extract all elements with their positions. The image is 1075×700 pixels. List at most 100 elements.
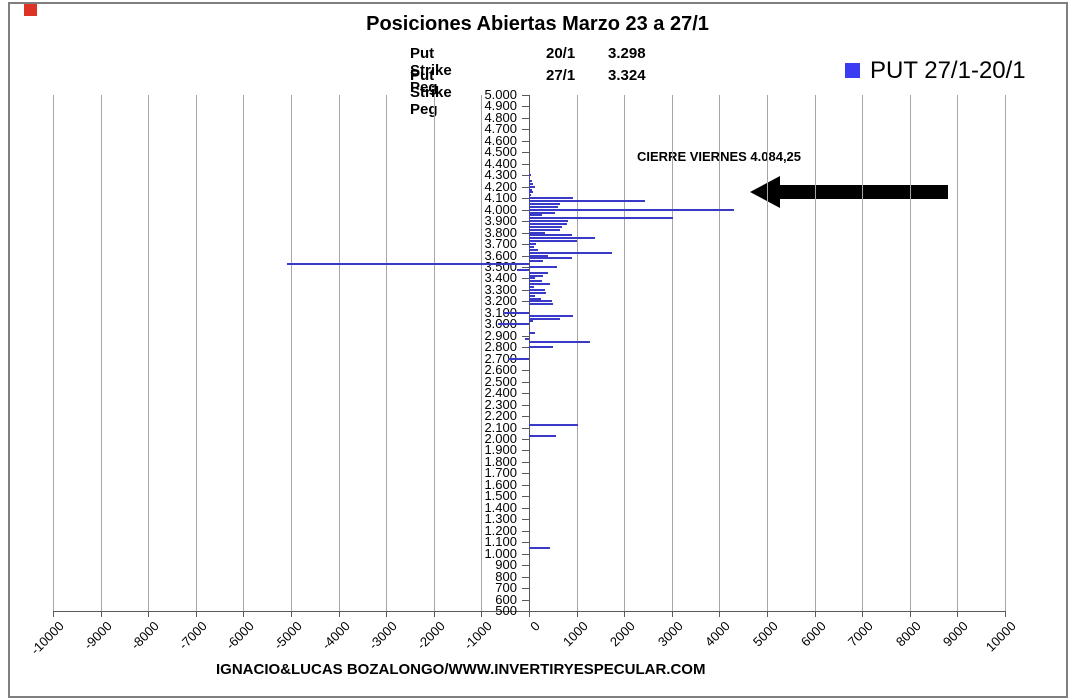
x-axis-tick: [814, 611, 816, 617]
bar: [529, 205, 558, 208]
y-axis-tick: [522, 461, 529, 463]
bar: [529, 257, 572, 260]
y-axis-tick: [522, 588, 529, 590]
gridline: [53, 95, 54, 611]
bar: [529, 188, 532, 191]
bar: [529, 274, 543, 277]
bar: [525, 337, 529, 340]
y-axis-tick: [522, 393, 529, 395]
bar: [529, 303, 553, 306]
gridline: [862, 95, 864, 611]
gridline: [195, 95, 197, 611]
y-axis-tick: [522, 117, 529, 119]
y-axis-tick: [522, 244, 529, 246]
gridline: [338, 95, 340, 611]
bar: [529, 320, 533, 323]
y-tick-label: 4.200: [484, 178, 517, 194]
bar: [529, 245, 534, 248]
gridline: [624, 95, 626, 611]
subtitle-value: 3.298: [608, 45, 646, 62]
legend-label: PUT 27/1-20/1: [870, 57, 1026, 84]
bar: [529, 202, 560, 205]
y-tick-label: 2.200: [484, 408, 517, 424]
x-axis-tick: [671, 611, 673, 617]
bar: [529, 297, 541, 300]
gridline: [148, 95, 150, 611]
y-tick-label: 700: [495, 580, 517, 596]
bar: [529, 251, 613, 254]
y-axis-tick: [522, 519, 529, 521]
bar: [529, 314, 574, 317]
subtitle-label: Put Strike Peg: [410, 67, 452, 118]
bar: [529, 435, 557, 438]
y-axis-tick: [522, 106, 529, 108]
y-tick-label: 1.800: [484, 453, 517, 469]
bar: [529, 237, 596, 240]
bar: [529, 228, 560, 231]
y-tick-label: 4.100: [484, 190, 517, 206]
y-axis-tick: [522, 599, 529, 601]
y-tick-label: 3.500: [484, 259, 517, 274]
bar: [287, 263, 529, 266]
bar: [529, 240, 577, 243]
y-axis-tick: [522, 473, 529, 475]
y-axis-tick: [522, 198, 529, 200]
subtitle-date: 27/1: [546, 67, 576, 84]
y-axis-tick: [522, 370, 529, 372]
y-tick-label: 1.400: [484, 499, 517, 515]
bar: [529, 191, 533, 194]
x-axis-tick: [1005, 611, 1006, 617]
x-axis-tick: [529, 611, 530, 617]
y-tick-label: 900: [495, 557, 517, 573]
bar: [529, 294, 535, 297]
y-axis-tick: [522, 611, 529, 612]
y-tick-label: 5.000: [484, 87, 517, 102]
bar: [529, 182, 534, 185]
bar: [507, 357, 529, 360]
left-arrow-head-icon: [750, 176, 780, 208]
y-tick-label: 1.300: [484, 511, 517, 527]
y-axis-tick: [522, 129, 529, 131]
bar: [529, 248, 539, 251]
bar: [529, 194, 532, 197]
gridline: [671, 95, 673, 611]
bar: [529, 546, 551, 549]
bar: [529, 217, 674, 220]
gridline: [386, 95, 388, 611]
bar: [529, 288, 546, 291]
y-axis-tick: [522, 152, 529, 154]
y-tick-label: 2.700: [484, 350, 517, 366]
subtitle-value: 3.324: [608, 67, 646, 84]
y-tick-label: 4.600: [484, 132, 517, 148]
gridline: [481, 95, 483, 611]
y-tick-label: 3.700: [484, 236, 517, 252]
bar: [529, 317, 560, 320]
x-axis-tick: [148, 611, 150, 617]
y-axis-tick: [522, 335, 529, 337]
y-tick-label: 2.500: [484, 373, 517, 389]
y-tick-label: 2.400: [484, 385, 517, 401]
y-axis-tick: [522, 186, 529, 188]
y-tick-label: 3.300: [484, 281, 517, 297]
y-axis-tick: [522, 267, 529, 268]
y-tick-label: 4.800: [484, 109, 517, 125]
y-tick-label: 3.800: [484, 224, 517, 240]
bar: [529, 291, 547, 294]
y-axis-tick: [522, 576, 529, 578]
gridline: [814, 95, 816, 611]
y-axis-tick: [522, 347, 529, 349]
bar: [529, 174, 531, 177]
y-tick-label: 1.100: [484, 534, 517, 550]
x-axis-tick: [624, 611, 626, 617]
gridline: [100, 95, 102, 611]
x-axis-tick: [719, 611, 721, 617]
y-axis-tick: [522, 404, 529, 406]
gridline: [433, 95, 435, 611]
y-axis-tick: [522, 439, 529, 440]
gridline: [909, 95, 911, 611]
gridline: [767, 95, 768, 611]
bar: [529, 346, 553, 349]
bar: [529, 211, 556, 214]
x-axis-tick: [481, 611, 483, 617]
y-tick-label: 2.800: [484, 339, 517, 355]
